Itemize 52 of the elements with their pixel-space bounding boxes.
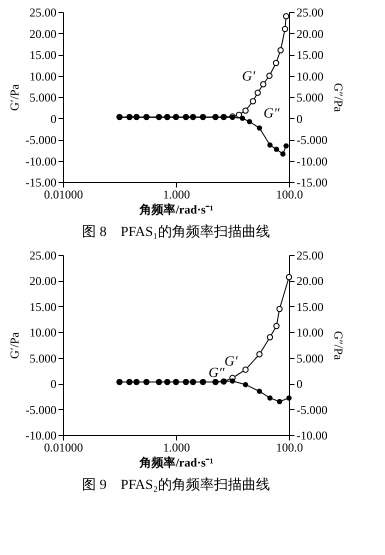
y-tick-label: 5.000 (30, 351, 56, 366)
y2-axis-title: G″/Pa (331, 83, 346, 113)
y-tick-label: 15.00 (30, 48, 56, 62)
y2-tick-label: 15.00 (296, 300, 324, 314)
y2-tick-label: 5.000 (296, 351, 324, 366)
x-tick-label: 100.0 (276, 440, 303, 454)
x-tick-label: 0.01000 (44, 188, 83, 202)
y-tick-label: 0 (50, 112, 56, 126)
y2-tick-label: -10.00 (296, 428, 328, 442)
x-axis-title: 角频率/rad·s⁻¹ (138, 456, 214, 470)
y-tick-label: 20.00 (30, 26, 56, 41)
x-tick-label: 1.000 (163, 440, 190, 454)
y2-tick-label: -5.000 (296, 402, 328, 417)
x-tick-label: 100.0 (276, 188, 303, 202)
y2-tick-label: 25.00 (296, 6, 324, 20)
y2-tick-label: 15.00 (296, 48, 324, 62)
x-tick-label: 1.000 (163, 188, 190, 202)
y2-tick-label: 10.00 (296, 326, 324, 340)
y-tick-label: 25.00 (30, 248, 56, 262)
series-label: G′ (224, 354, 238, 370)
text: 图 9 PFAS₂的角频率扫描曲线 (82, 477, 270, 493)
y2-tick-label: -15.00 (296, 176, 328, 190)
y-tick-label: 10.00 (30, 326, 56, 340)
x-axis-title: 角频率/rad·s⁻¹ (138, 202, 214, 216)
y-tick-label: 25.00 (30, 6, 56, 20)
y-axis-title: G′/Pa (8, 332, 22, 359)
y-tick-label: 20.00 (30, 274, 56, 288)
y-tick-label: -5.000 (26, 133, 56, 147)
y-tick-label: -15.00 (26, 176, 56, 190)
y-tick-label: 15.00 (30, 300, 56, 314)
text: 图 8 PFAS₁的角频率扫描曲线 (82, 224, 270, 240)
series-label: G″ (208, 366, 225, 381)
y-tick-label: 0 (50, 377, 56, 392)
y2-tick-label: 20.00 (296, 274, 324, 288)
series-label: G″ (264, 106, 280, 122)
y2-tick-label: -5.000 (296, 133, 328, 147)
y-tick-label: 10.00 (30, 69, 56, 84)
series-label: G′ (242, 69, 256, 84)
y-tick-label: -5.000 (26, 402, 56, 417)
y-tick-label: -10.00 (26, 154, 56, 168)
y2-tick-label: 10.00 (296, 69, 324, 84)
y2-axis-title: G″/Pa (331, 331, 346, 361)
y-tick-label: -10.00 (26, 428, 56, 442)
y2-tick-label: 20.00 (296, 26, 324, 41)
y2-tick-label: 0 (296, 112, 302, 126)
x-tick-label: 0.01000 (44, 440, 83, 454)
y2-tick-label: 5.000 (296, 90, 324, 104)
y2-tick-label: -10.00 (296, 154, 328, 168)
y-axis-title: G′/Pa (8, 84, 22, 111)
y2-tick-label: 0 (296, 377, 302, 392)
y-tick-label: 5.000 (30, 90, 56, 104)
y2-tick-label: 25.00 (296, 248, 324, 262)
